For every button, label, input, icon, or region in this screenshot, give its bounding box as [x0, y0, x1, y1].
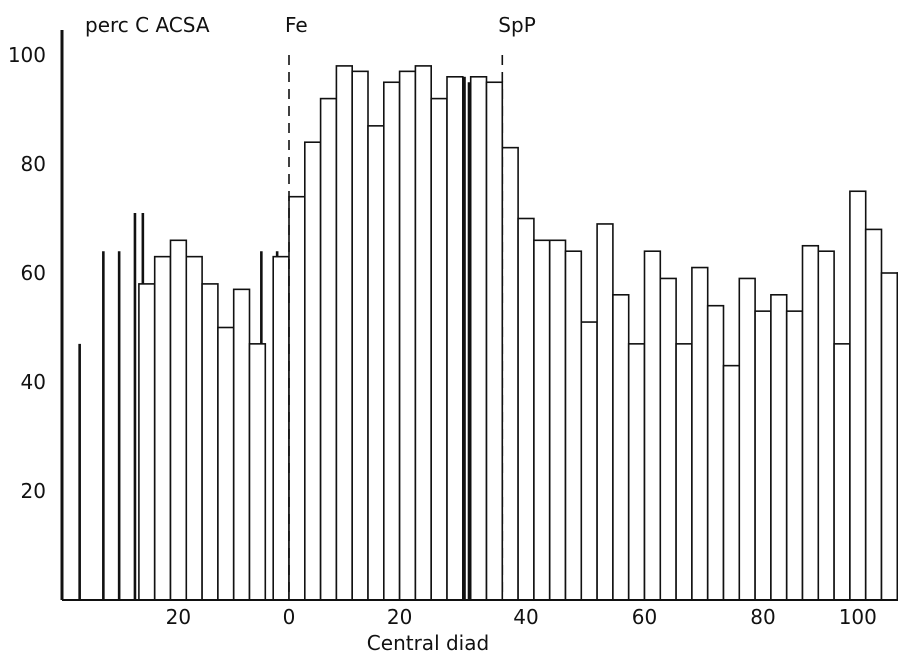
x-tick-label: 80: [750, 605, 775, 629]
marker-lines: Fe SpP: [285, 13, 536, 600]
bar: [217, 326, 235, 601]
x-tick-label: 100: [839, 605, 877, 629]
bar: [754, 310, 772, 601]
bar: [430, 97, 448, 601]
bar: [485, 81, 504, 601]
x-tick-label: 20: [166, 605, 191, 629]
bar: [248, 343, 267, 601]
bars-layer: [78, 65, 898, 601]
bar: [706, 304, 725, 601]
bar: [319, 97, 338, 601]
bar: [201, 283, 219, 601]
bar: [864, 228, 883, 601]
bar: [643, 250, 662, 601]
x-tick-labels: 20 0 20 40 60 80 100: [166, 605, 877, 629]
bar: [153, 255, 172, 601]
bar: [414, 65, 432, 601]
y-tick-labels: 20 40 60 80 100: [8, 43, 46, 503]
bar: [382, 81, 401, 601]
bar: [817, 250, 835, 601]
bar: [272, 255, 290, 601]
bar: [675, 343, 693, 601]
bar: [351, 70, 369, 601]
bar: [169, 239, 188, 601]
bar: [533, 239, 551, 601]
bar: [232, 288, 251, 601]
bar: [612, 293, 630, 601]
bar: [691, 266, 709, 601]
bar: [738, 277, 756, 601]
bar: [833, 343, 851, 601]
bar: [446, 76, 464, 601]
x-tick-label: 20: [387, 605, 412, 629]
bar: [770, 293, 788, 601]
y-axis-title: perc C ACSA: [85, 13, 210, 37]
bar: [138, 283, 156, 601]
y-tick-label: 100: [8, 43, 46, 67]
y-tick-label: 20: [21, 479, 46, 503]
bar: [785, 310, 804, 601]
bar: [517, 217, 535, 601]
marker-label: SpP: [498, 13, 535, 37]
bar: [398, 70, 417, 601]
y-tick-label: 60: [21, 261, 46, 285]
bar: [564, 250, 583, 601]
x-axis-title: Central diad: [367, 631, 489, 655]
bar: [367, 125, 385, 601]
bar: [501, 146, 519, 601]
bar: [335, 65, 353, 601]
bar: [548, 239, 567, 601]
bar: [801, 244, 820, 601]
y-tick-label: 80: [21, 152, 46, 176]
x-tick-label: 0: [283, 605, 296, 629]
bar: [849, 190, 867, 601]
bar: [303, 141, 322, 601]
x-tick-label: 60: [632, 605, 657, 629]
bar: [659, 277, 677, 601]
marker-label: Fe: [285, 13, 308, 37]
bar: [880, 272, 898, 601]
bar: [627, 343, 646, 601]
x-tick-label: 40: [513, 605, 538, 629]
bar: [185, 255, 203, 601]
y-tick-label: 40: [21, 370, 46, 394]
bar: [580, 321, 598, 601]
bar: [288, 195, 306, 601]
bar: [596, 223, 614, 601]
bar: [722, 364, 741, 601]
bar: [469, 76, 488, 601]
